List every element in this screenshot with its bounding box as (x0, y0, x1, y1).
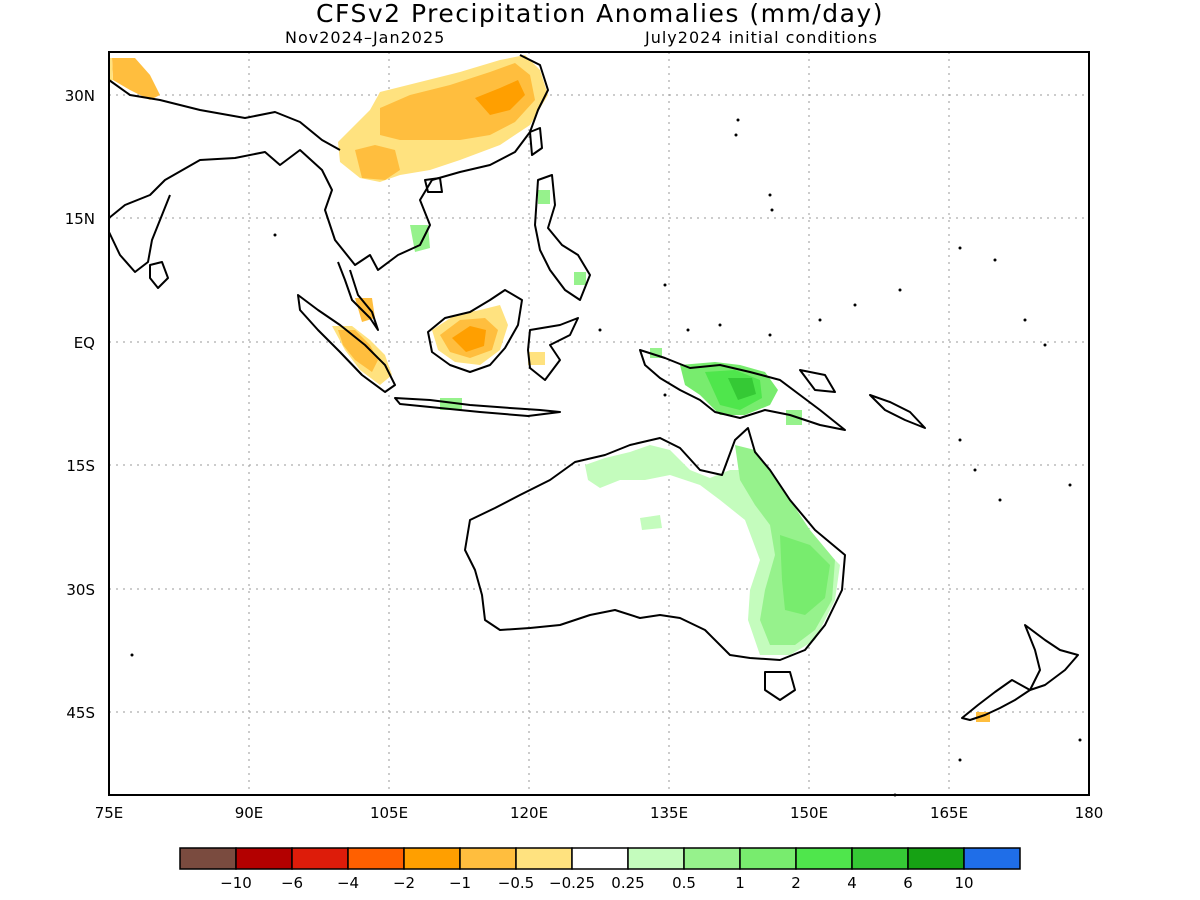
anomaly-fills (108, 55, 990, 722)
graticule (109, 52, 1089, 795)
coast-borneo (427, 289, 523, 373)
colorbar-swatch (739, 847, 797, 870)
coast-sri-lanka (149, 261, 169, 289)
colorbar-tick-label: 10 (954, 874, 973, 892)
coast-philippines (534, 174, 591, 301)
colorbar-tick-label: 0.25 (611, 874, 644, 892)
coast-sumatra (297, 294, 396, 393)
lon-tick-label: 105E (370, 804, 408, 822)
anomaly-south-china-dry-core (475, 80, 525, 115)
colorbar-swatch (347, 847, 405, 870)
lon-tick-label: 75E (95, 804, 124, 822)
coast-sulawesi (527, 317, 579, 381)
coast-new-zealand-north (1024, 624, 1079, 691)
colorbar-tick-label: 4 (847, 874, 857, 892)
colorbar-tick-label: −2 (393, 874, 415, 892)
coast-new-zealand-south (961, 679, 1031, 721)
colorbar-swatch (179, 847, 237, 870)
lat-tick-label: 30S (66, 581, 95, 599)
period-subtitle: Nov2024–Jan2025 (285, 28, 446, 47)
lon-tick-label: 150E (790, 804, 828, 822)
anomaly-malay-dry (355, 298, 375, 322)
colorbar-swatch (627, 847, 685, 870)
colorbar-swatch (291, 847, 349, 870)
coast-malay-peninsula (337, 261, 379, 331)
coast-solomon-islands (869, 394, 926, 429)
lat-tick-label: 30N (65, 87, 95, 105)
colorbar-tick-label: 2 (791, 874, 801, 892)
lat-tick-label: 15S (66, 457, 95, 475)
initial-conditions-subtitle: July2024 initial conditions (645, 28, 878, 47)
colorbar-swatch (235, 847, 293, 870)
anomaly-vietnam-wet (410, 225, 430, 252)
colorbar-tick-label: 1 (735, 874, 745, 892)
coast-india (108, 194, 171, 273)
colorbar-tick-label: −1 (449, 874, 471, 892)
anomaly-mindanao-wet (574, 272, 586, 285)
coast-java (394, 397, 561, 417)
anomaly-myanmar-dry (355, 145, 400, 180)
anomaly-south-china-dry (380, 63, 535, 140)
coastlines (108, 54, 1079, 721)
latitude-axis: 30N 15N EQ 15S 30S 45S (65, 87, 95, 722)
lon-tick-label: 90E (235, 804, 264, 822)
colorbar-tick-label: −6 (281, 874, 303, 892)
colorbar-tick-label: 6 (903, 874, 913, 892)
lon-tick-label: 165E (930, 804, 968, 822)
lat-tick-label: 45S (66, 704, 95, 722)
coast-asia-mainland (108, 54, 549, 271)
colorbar (179, 847, 1021, 870)
anomaly-sumatra-dry (338, 330, 378, 372)
colorbar-labels: −10 −6 −4 −2 −1 −0.5 −0.25 0.25 0.5 1 2 4 6 10 (220, 874, 973, 892)
anomaly-himalaya-dry (112, 58, 160, 100)
anomaly-png-wet (786, 410, 802, 425)
coast-bismarck (799, 369, 836, 393)
colorbar-tick-label: −0.5 (498, 874, 534, 892)
colorbar-swatch (851, 847, 909, 870)
colorbar-swatch (459, 847, 517, 870)
island-dots (130, 118, 1082, 797)
colorbar-swatch (963, 847, 1021, 870)
lat-tick-label: EQ (74, 334, 95, 352)
anomaly-new-guinea-wet-max (728, 378, 756, 400)
colorbar-tick-label: −0.25 (549, 874, 595, 892)
map-title: CFSv2 Precipitation Anomalies (mm/day) (316, 0, 884, 28)
coast-new-guinea (639, 349, 846, 431)
anomaly-philippines-wet (538, 190, 550, 204)
colorbar-tick-label: 0.5 (672, 874, 696, 892)
coast-hainan (424, 177, 443, 193)
colorbar-swatch (571, 847, 629, 870)
anomaly-east-australia-wet-core (780, 535, 830, 615)
colorbar-tick-label: −4 (337, 874, 359, 892)
coast-taiwan (529, 127, 543, 156)
longitude-axis: 75E 90E 105E 120E 135E 150E 165E 180 (95, 804, 1104, 822)
colorbar-swatch (515, 847, 573, 870)
colorbar-swatch (795, 847, 853, 870)
colorbar-tick-label: −10 (220, 874, 252, 892)
colorbar-swatch (403, 847, 461, 870)
colorbar-swatch (907, 847, 965, 870)
anomaly-sulawesi-dry (528, 352, 545, 365)
anomaly-borneo-dry-core (452, 326, 486, 352)
lat-tick-label: 15N (65, 210, 95, 228)
map-frame (108, 51, 1090, 796)
coast-tasmania (764, 671, 796, 701)
lon-tick-label: 180 (1075, 804, 1104, 822)
lon-tick-label: 120E (510, 804, 548, 822)
lon-tick-label: 135E (650, 804, 688, 822)
colorbar-swatch (683, 847, 741, 870)
coast-australia (464, 427, 846, 661)
anomaly-central-australia-wet (640, 515, 662, 530)
